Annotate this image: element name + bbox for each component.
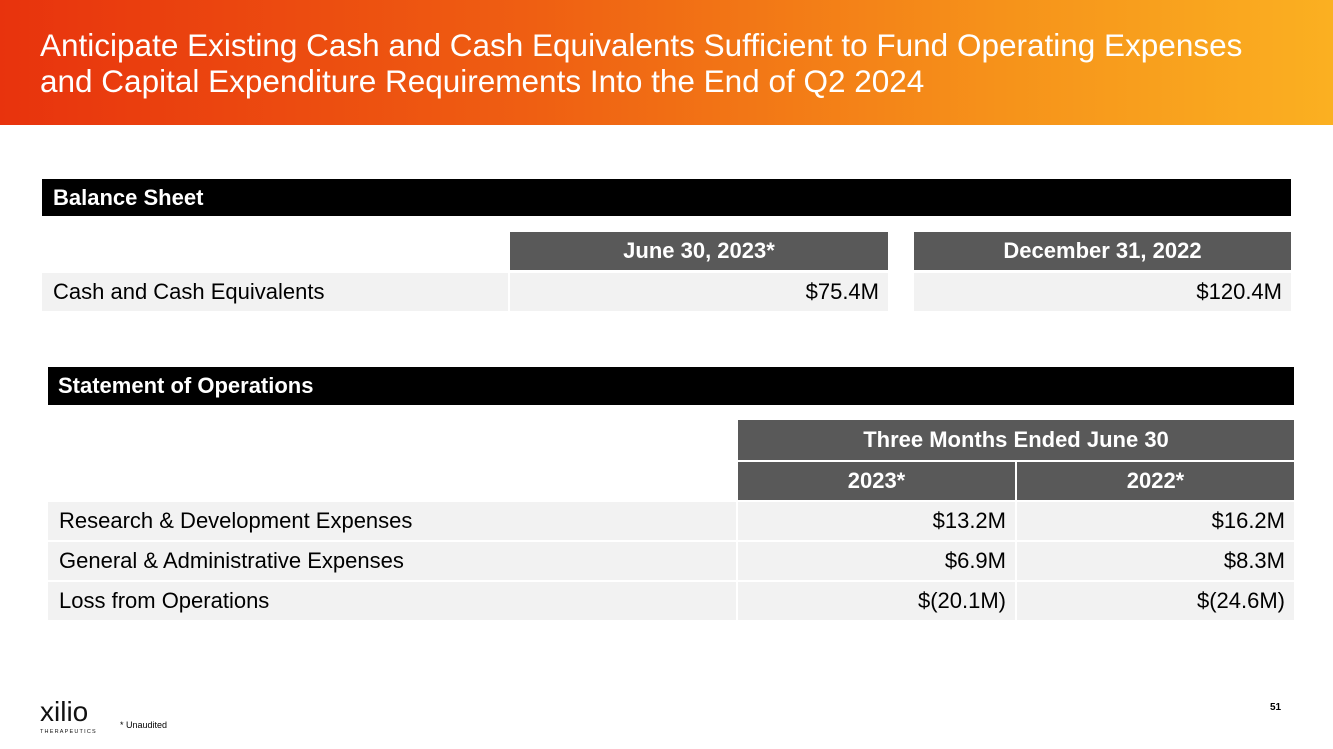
balance-row-value-june-2023: $75.4M: [510, 273, 888, 311]
balance-col-header-june-2023: June 30, 2023*: [510, 232, 888, 270]
operations-row-value-2023: $(20.1M): [738, 582, 1015, 620]
operations-group-header: Three Months Ended June 30: [738, 420, 1294, 460]
operations-heading: Statement of Operations: [48, 367, 1294, 405]
operations-row-label: Research & Development Expenses: [48, 502, 736, 540]
operations-col-header-2022: 2022*: [1017, 462, 1294, 500]
operations-row-value-2022: $(24.6M): [1017, 582, 1294, 620]
slide-title: Anticipate Existing Cash and Cash Equiva…: [40, 27, 1243, 99]
logo-subtitle: THERAPEUTICS: [40, 729, 97, 735]
balance-col-header-dec-2022: December 31, 2022: [914, 232, 1291, 270]
operations-col-header-2023: 2023*: [738, 462, 1015, 500]
operations-row-label: General & Administrative Expenses: [48, 542, 736, 580]
balance-sheet-heading: Balance Sheet: [42, 179, 1291, 216]
logo-wordmark: xilio: [40, 696, 89, 727]
operations-row-value-2022: $16.2M: [1017, 502, 1294, 540]
operations-row-label: Loss from Operations: [48, 582, 736, 620]
slide-header-banner: Anticipate Existing Cash and Cash Equiva…: [0, 0, 1333, 125]
operations-row-value-2022: $8.3M: [1017, 542, 1294, 580]
operations-row-value-2023: $13.2M: [738, 502, 1015, 540]
balance-row-label: Cash and Cash Equivalents: [42, 273, 508, 311]
balance-row-value-dec-2022: $120.4M: [914, 273, 1291, 311]
company-logo: xilio THERAPEUTICS: [40, 696, 110, 736]
operations-row-value-2023: $6.9M: [738, 542, 1015, 580]
footnote: * Unaudited: [120, 720, 168, 730]
page-number: 51: [1270, 702, 1282, 713]
